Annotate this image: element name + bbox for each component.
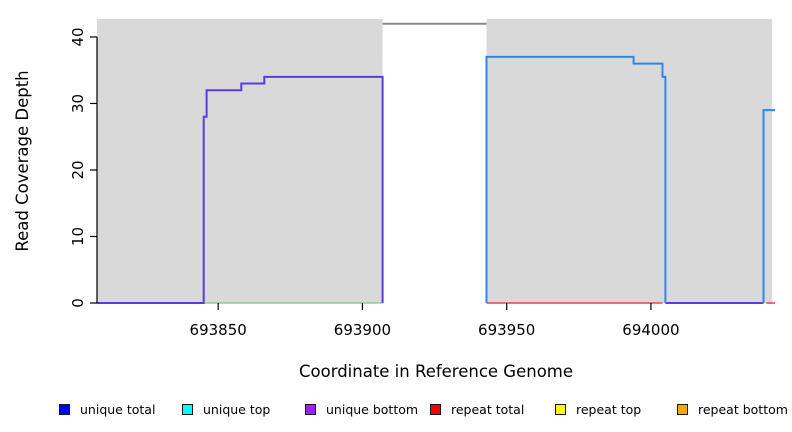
unique-top-swatch-icon (182, 403, 193, 415)
legend-label: unique bottom (326, 401, 419, 417)
right-flank-shading (486, 19, 773, 303)
repeat-bottom-swatch-icon (677, 403, 688, 415)
left-flank-shading (97, 19, 383, 303)
repeat-total-swatch-icon (430, 403, 441, 415)
x-axis-title: Coordinate in Reference Genome (299, 362, 573, 381)
y-tick-label: 40 (69, 27, 87, 46)
y-tick-label: 20 (69, 160, 87, 179)
legend-item-repeat-total: repeat total (430, 398, 524, 420)
x-tick-label: 693900 (334, 321, 391, 339)
legend-item-repeat-bottom: repeat bottom (677, 398, 788, 420)
legend-label: unique total (80, 401, 156, 417)
coverage-plot-canvas: 0 10 20 30 40 693850 693900 693950 694000 Read C… (13, 19, 775, 381)
y-tick-label: 0 (69, 298, 87, 308)
legend-item-unique-bottom: unique bottom (305, 398, 418, 420)
x-tick-label: 694000 (622, 321, 679, 339)
legend-label: repeat bottom (698, 401, 788, 417)
unique-bottom-coverage-line (97, 75, 384, 304)
unique-total-swatch-icon (59, 403, 70, 415)
legend-label: repeat top (576, 401, 642, 417)
legend-item-unique-top: unique top (182, 398, 270, 420)
y-axis-title: Read Coverage Depth (13, 70, 32, 251)
unique-bottom-swatch-icon (305, 403, 316, 415)
unique-total-coverage-line (762, 109, 775, 303)
axes-layer: 0 10 20 30 40 693850 693900 693950 694000 (69, 27, 680, 339)
x-tick-label: 693950 (478, 321, 535, 339)
repeat-top-swatch-icon (555, 403, 566, 415)
series-layer (97, 22, 775, 304)
y-tick-label: 30 (69, 94, 87, 113)
legend: unique total unique top unique bottom re… (0, 398, 792, 424)
legend-item-unique-total: unique total (59, 398, 155, 420)
unique-total-coverage-line (485, 55, 667, 303)
x-tick-label: 693850 (190, 321, 247, 339)
legend-label: unique top (203, 401, 271, 417)
y-tick-label: 10 (69, 227, 87, 246)
legend-item-repeat-top: repeat top (555, 398, 641, 420)
legend-label: repeat total (451, 401, 525, 417)
shaded-background-layer (97, 19, 773, 303)
